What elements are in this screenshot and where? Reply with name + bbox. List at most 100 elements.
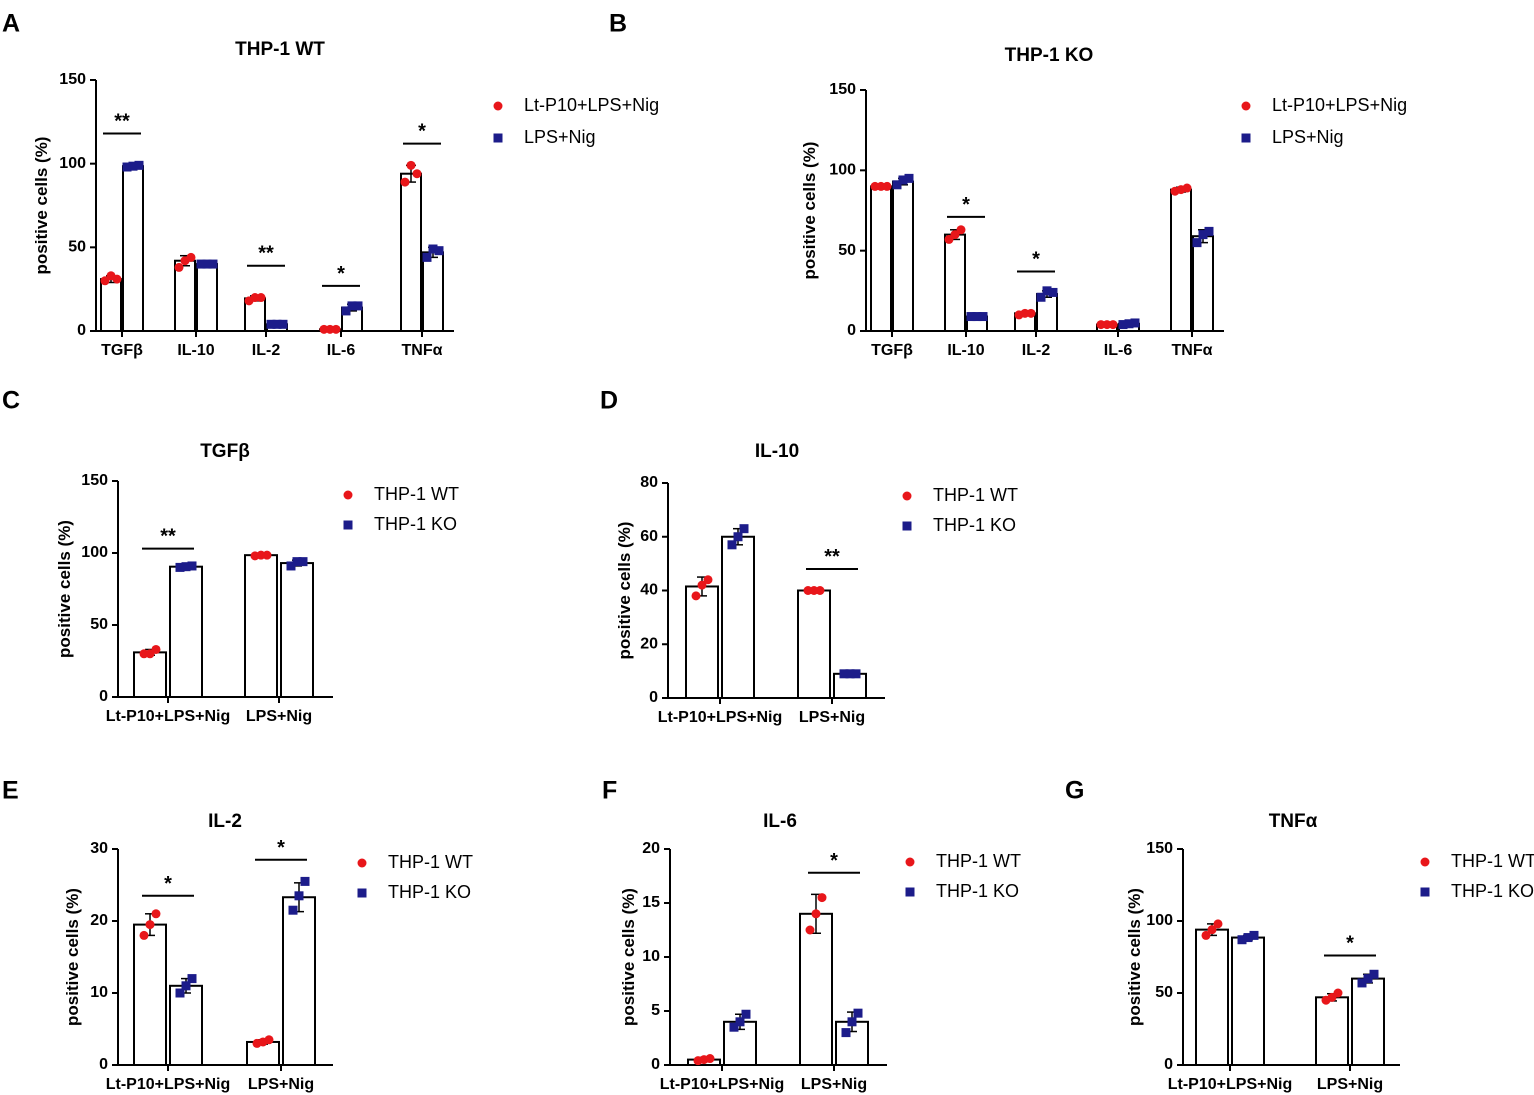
data-point-square: [1243, 933, 1253, 943]
bar-ko: [721, 535, 755, 699]
data-point-circle: [406, 160, 416, 170]
chart-title: IL-6: [763, 811, 797, 832]
data-point-square: [1204, 226, 1214, 236]
y-axis-label: positive cells (%): [55, 520, 74, 658]
panel-letter: D: [600, 387, 618, 415]
panel-letter: B: [609, 10, 627, 38]
data-point-square: [1237, 935, 1247, 945]
significance-label: **: [160, 526, 176, 548]
y-tick-label: 50: [838, 242, 856, 259]
bar-ko: [1351, 977, 1385, 1066]
data-point-square: [266, 319, 276, 329]
data-point-square: [1042, 286, 1052, 296]
legend-label: Lt-P10+LPS+Nig: [1272, 95, 1407, 115]
panel-letter: G: [1065, 777, 1084, 805]
x-tick-label: TGFβ: [101, 342, 143, 359]
data-point-square: [1198, 230, 1208, 240]
bar-ko: [196, 263, 218, 333]
data-point-square: [187, 974, 197, 984]
x-tick-label: LPS+Nig: [1317, 1076, 1383, 1093]
data-point-square: [741, 1009, 751, 1019]
bar-ko: [835, 1020, 869, 1066]
data-point-square: [134, 160, 144, 170]
x-tick-label: Lt-P10+LPS+Nig: [106, 1076, 230, 1093]
data-point-circle: [876, 181, 886, 191]
legend-square-marker: [493, 133, 503, 143]
y-axis-label: positive cells (%): [615, 522, 634, 660]
data-point-square: [892, 180, 902, 190]
data-point-circle: [250, 293, 260, 303]
bar-wt: [870, 185, 892, 332]
data-point-circle: [106, 271, 116, 281]
y-tick-label: 0: [649, 689, 658, 706]
data-point-circle: [1020, 308, 1030, 318]
data-point-square: [727, 540, 737, 550]
y-tick-label: 15: [642, 894, 660, 911]
x-tick-label: IL-2: [252, 342, 281, 359]
data-point-square: [733, 532, 743, 542]
y-tick-label: 20: [640, 635, 658, 652]
y-tick-label: 5: [651, 1002, 660, 1019]
data-point-circle: [412, 169, 422, 179]
significance-label: *: [337, 263, 345, 285]
y-tick-label: 150: [1146, 840, 1173, 857]
legend-square-marker: [1241, 133, 1251, 143]
y-tick-label: 150: [81, 472, 108, 489]
y-axis-label: positive cells (%): [800, 142, 819, 280]
data-point-square: [1369, 969, 1379, 979]
data-point-circle: [174, 262, 184, 272]
x-tick-label: IL-10: [947, 342, 984, 359]
bar-ko: [122, 165, 144, 332]
bar-wt: [400, 172, 422, 332]
data-point-square: [353, 301, 363, 311]
data-point-square: [739, 524, 749, 534]
data-point-circle: [817, 893, 827, 903]
x-tick-label: TNFα: [1172, 342, 1213, 359]
legend-label: THP-1 WT: [388, 852, 473, 872]
data-point-square: [272, 319, 282, 329]
bar-wt: [1170, 188, 1192, 332]
bar-wt: [133, 651, 167, 698]
bar-ko: [169, 565, 203, 698]
panel-c: C TGFβ positive cells (%) 0 50 100 150 Lt-P10+L…: [2, 387, 459, 725]
bar-wt: [133, 923, 167, 1066]
data-point-square: [175, 988, 185, 998]
x-tick-label: LPS+Nig: [246, 708, 312, 725]
legend-square-marker: [357, 888, 367, 898]
y-tick-label: 50: [1155, 984, 1173, 1001]
significance-label: **: [824, 546, 840, 568]
y-tick-label: 100: [81, 544, 108, 561]
data-point-square: [1124, 319, 1134, 329]
x-tick-label: LPS+Nig: [801, 1076, 867, 1093]
data-point-circle: [1207, 925, 1217, 935]
data-point-square: [294, 891, 304, 901]
data-point-square: [208, 259, 218, 269]
legend-label: THP-1 WT: [933, 485, 1018, 505]
y-tick-label: 150: [59, 71, 86, 88]
bar-ko: [280, 562, 314, 699]
y-tick-label: 100: [829, 162, 856, 179]
chart-title: THP-1 WT: [235, 39, 325, 60]
y-tick-label: 20: [90, 912, 108, 929]
legend-label: THP-1 KO: [1451, 881, 1534, 901]
bar-ko: [833, 672, 867, 699]
chart-title: IL-2: [208, 811, 242, 832]
panel-letter: A: [2, 10, 20, 38]
y-axis-label: positive cells (%): [619, 888, 638, 1026]
bar-ko: [1192, 235, 1214, 332]
y-axis-label: positive cells (%): [63, 888, 82, 1026]
panel-b: B THP-1 KO positive cells (%) 0 50 100 150 TGFβ…: [609, 10, 1407, 359]
significance-label: **: [114, 111, 130, 133]
significance-label: *: [277, 837, 285, 859]
panel-f: F IL-6 positive cells (%) 0 5 10 15 20 Lt-P10+LP…: [602, 777, 1021, 1093]
legend-square-marker: [905, 887, 915, 897]
legend-label: LPS+Nig: [524, 127, 596, 147]
significance-label: *: [962, 194, 970, 216]
data-point-circle: [699, 1055, 709, 1065]
data-point-circle: [145, 649, 155, 659]
data-point-circle: [691, 591, 701, 601]
x-tick-label: LPS+Nig: [799, 709, 865, 726]
data-point-circle: [100, 276, 110, 286]
panel-g: G TNFα positive cells (%) 0 50 100 150 Lt-P10+L…: [1065, 777, 1534, 1093]
data-point-circle: [805, 925, 815, 935]
